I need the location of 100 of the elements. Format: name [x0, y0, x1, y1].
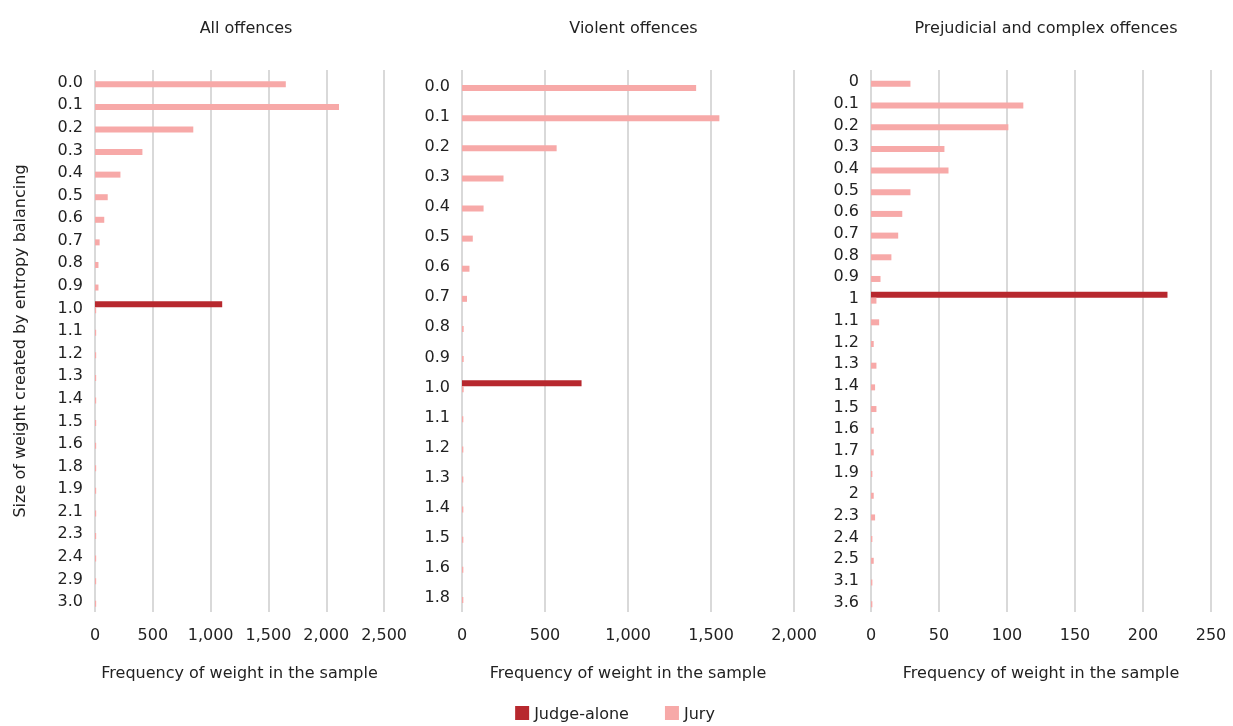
bar: [871, 232, 899, 239]
bar: [871, 449, 874, 456]
y-tick-label: 1.2: [424, 436, 450, 456]
x-tick-label: 250: [1195, 624, 1227, 644]
bar: [95, 81, 286, 88]
y-tick-label: 2.5: [833, 548, 859, 568]
bar: [95, 171, 121, 178]
bar: [871, 291, 1168, 298]
bar: [871, 297, 877, 304]
x-tick-label: 2,500: [361, 624, 407, 644]
y-tick-label: 0.1: [833, 93, 859, 113]
y-tick-label: 0.0: [424, 75, 450, 95]
y-tick-label: 1.1: [57, 320, 83, 340]
y-tick-label: 2.1: [57, 500, 83, 520]
y-tick-label: 0.8: [424, 316, 450, 336]
y-tick-label: 1.3: [57, 365, 83, 385]
bar: [871, 384, 876, 391]
y-tick-label: 0.7: [833, 223, 859, 243]
y-tick-label: 0.2: [424, 135, 450, 155]
y-tick-label: 0.4: [57, 162, 83, 182]
x-tick-label: 50: [928, 624, 950, 644]
y-tick-label: 2.3: [833, 504, 859, 524]
bar: [462, 175, 504, 182]
x-axis-title: Frequency of weight in the sample: [489, 662, 767, 682]
y-tick-label: 1.6: [833, 418, 859, 438]
bar: [871, 557, 874, 564]
y-tick-label: 1.0: [424, 376, 450, 396]
bar: [871, 275, 881, 282]
y-tick-label: 2.3: [57, 523, 83, 543]
bar: [462, 85, 697, 92]
x-tick-label: 0: [89, 624, 101, 644]
bar: [95, 216, 105, 223]
x-tick-label: 1,500: [688, 624, 734, 644]
y-tick-label: 0.5: [833, 179, 859, 199]
bar: [95, 194, 108, 201]
bar: [462, 295, 467, 302]
y-tick-label: 1.4: [57, 387, 83, 407]
y-tick-label: 3.6: [833, 591, 859, 611]
y-tick-label: 0.7: [424, 286, 450, 306]
bar: [871, 189, 911, 196]
x-tick-label: 2,000: [303, 624, 350, 644]
y-tick-label: 1.8: [424, 587, 450, 607]
bar: [95, 239, 100, 246]
x-tick-label: 500: [137, 624, 169, 644]
y-tick-label: 0.2: [833, 114, 859, 134]
bar: [871, 492, 874, 499]
bar: [95, 149, 143, 156]
chart-title: Violent offences: [569, 17, 698, 37]
y-tick-label: 1.6: [424, 557, 450, 577]
y-tick-label: 1.1: [833, 309, 859, 329]
legend-label: Jury: [682, 703, 715, 723]
y-tick-label: 1.6: [57, 433, 83, 453]
y-tick-label: 0.4: [833, 158, 859, 178]
y-tick-label: 0.0: [57, 71, 83, 91]
bar: [871, 319, 880, 326]
y-tick-label: 0.3: [424, 165, 450, 185]
x-tick-label: 1,500: [245, 624, 292, 644]
bar: [871, 514, 876, 521]
bar: [871, 406, 877, 413]
x-tick-label: 0: [456, 624, 468, 644]
y-tick-label: 3.1: [833, 569, 859, 589]
y-tick-label: 0.6: [57, 207, 83, 227]
y-tick-label: 1.3: [424, 467, 450, 486]
y-tick-label: 1.0: [57, 297, 83, 317]
y-tick-label: 1.2: [833, 331, 859, 351]
bar: [462, 145, 557, 152]
y-tick-label: 1.4: [833, 374, 859, 394]
y-tick-label: 0.2: [57, 116, 83, 136]
y-tick-label: 1: [848, 288, 859, 308]
x-tick-label: 0: [865, 624, 877, 644]
y-tick-label: 1.8: [57, 455, 83, 475]
y-tick-label: 1.7: [833, 439, 859, 459]
y-tick-label: 1.9: [57, 478, 83, 498]
y-tick-label: 0.3: [833, 136, 859, 156]
y-tick-label: 3.0: [57, 591, 83, 611]
y-tick-label: 0.1: [57, 94, 83, 114]
bar: [462, 380, 582, 387]
bar: [871, 124, 1009, 131]
y-tick-label: 1.1: [424, 406, 450, 426]
y-tick-label: 0.6: [833, 201, 859, 221]
bar: [462, 115, 720, 122]
y-tick-label: 0.5: [57, 184, 83, 204]
bar: [871, 167, 949, 174]
y-tick-label: 0.9: [57, 275, 83, 295]
y-tick-label: 1.2: [57, 342, 83, 362]
bar: [871, 102, 1024, 109]
x-axis-title: Frequency of weight in the sample: [101, 662, 378, 682]
x-tick-label: 1,000: [187, 624, 234, 644]
bar: [871, 210, 903, 217]
bar: [95, 103, 339, 110]
x-tick-label: 1,000: [605, 624, 651, 644]
bar: [871, 341, 874, 347]
chart-title: Prejudicial and complex offences: [914, 17, 1178, 37]
x-tick-label: 2,000: [771, 624, 817, 644]
y-tick-label: 0.8: [57, 252, 83, 272]
y-tick-label: 2.9: [57, 568, 83, 588]
x-tick-label: 500: [529, 624, 561, 644]
y-tick-label: 0.9: [833, 266, 859, 286]
chart-title: All offences: [199, 17, 293, 37]
y-tick-label: 0.6: [424, 256, 450, 276]
